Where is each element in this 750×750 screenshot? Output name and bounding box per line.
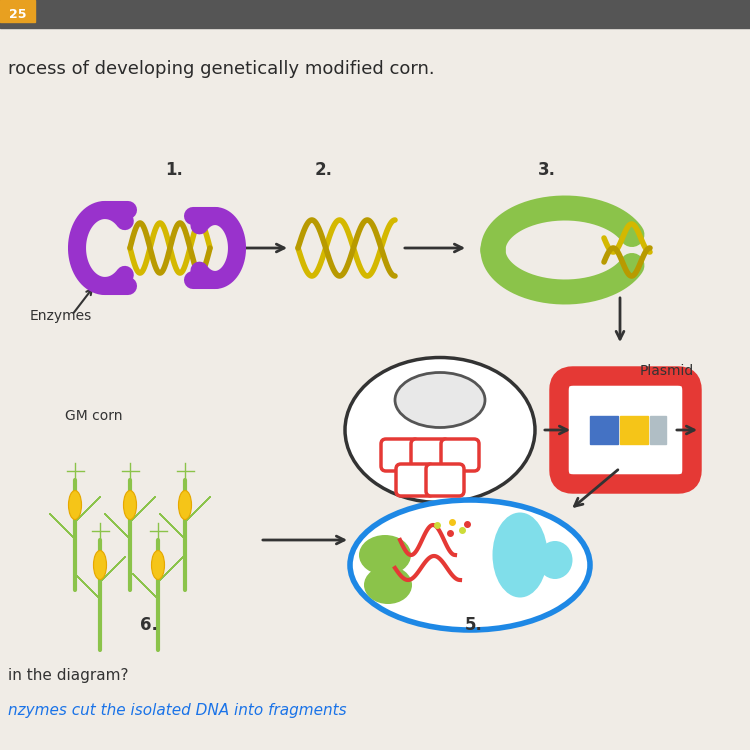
Polygon shape	[185, 496, 211, 522]
Ellipse shape	[124, 490, 136, 520]
Text: 5.: 5.	[465, 616, 483, 634]
Text: rocess of developing genetically modified corn.: rocess of developing genetically modifie…	[8, 60, 435, 78]
Text: 3.: 3.	[538, 161, 556, 179]
Bar	[0, 0, 35, 22]
Text: GM corn: GM corn	[65, 409, 122, 423]
Ellipse shape	[364, 566, 412, 604]
Ellipse shape	[68, 490, 82, 520]
Polygon shape	[74, 574, 100, 599]
Polygon shape	[160, 514, 185, 539]
Bar	[590, 416, 618, 444]
FancyBboxPatch shape	[396, 464, 434, 496]
Text: Plasmid: Plasmid	[640, 364, 694, 378]
FancyBboxPatch shape	[559, 376, 692, 484]
Ellipse shape	[94, 550, 106, 580]
Ellipse shape	[345, 358, 535, 503]
Polygon shape	[133, 574, 158, 599]
Polygon shape	[50, 514, 75, 539]
Polygon shape	[158, 556, 184, 582]
Text: 25: 25	[9, 8, 26, 20]
Ellipse shape	[152, 550, 164, 580]
Text: nzymes cut the isolated DNA into fragments: nzymes cut the isolated DNA into fragmen…	[8, 703, 346, 718]
Polygon shape	[100, 556, 125, 582]
FancyBboxPatch shape	[381, 439, 419, 471]
Bar	[650, 416, 666, 444]
Text: in the diagram?: in the diagram?	[8, 668, 128, 683]
Ellipse shape	[395, 373, 485, 427]
Polygon shape	[75, 496, 100, 522]
Polygon shape	[104, 514, 130, 539]
Ellipse shape	[538, 541, 572, 579]
FancyBboxPatch shape	[411, 439, 449, 471]
Text: 2.: 2.	[315, 161, 333, 179]
FancyBboxPatch shape	[441, 439, 479, 471]
Ellipse shape	[359, 535, 411, 575]
Ellipse shape	[178, 490, 191, 520]
Text: Enzymes: Enzymes	[30, 309, 92, 323]
Ellipse shape	[493, 512, 548, 598]
FancyBboxPatch shape	[426, 464, 464, 496]
Text: 6.: 6.	[140, 616, 158, 634]
Bar	[620, 416, 648, 444]
Ellipse shape	[350, 500, 590, 630]
Polygon shape	[130, 496, 155, 522]
Circle shape	[481, 238, 505, 262]
Bar	[0, 0, 750, 28]
Text: 1.: 1.	[165, 161, 183, 179]
